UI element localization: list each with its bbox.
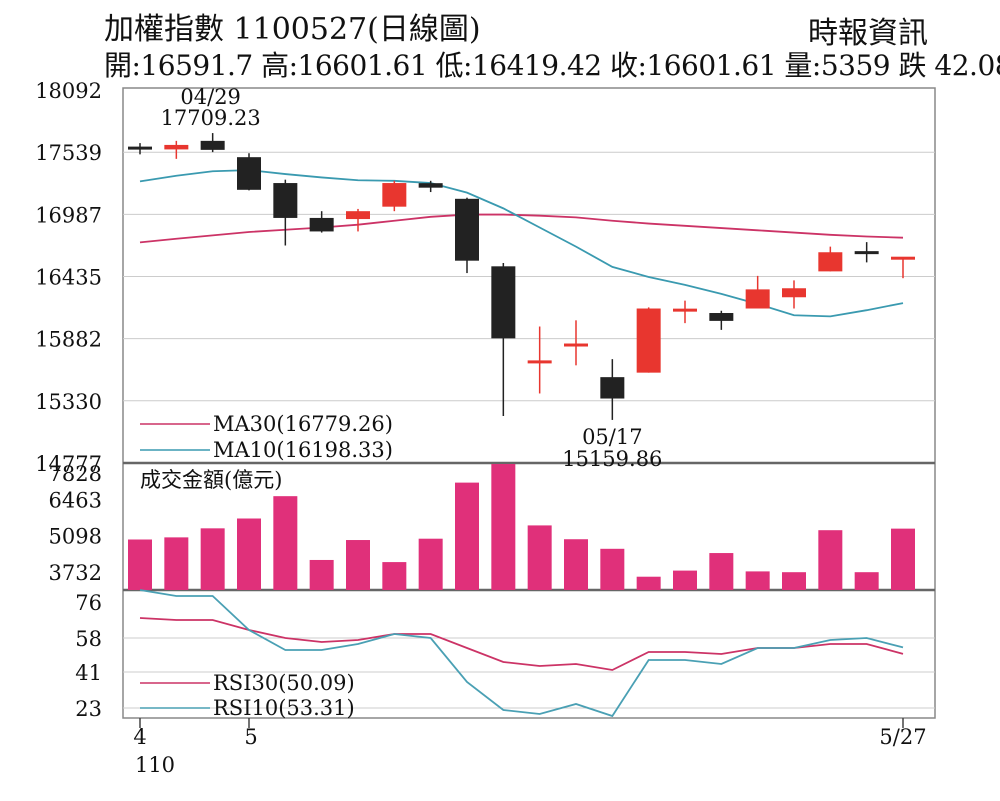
- volume-bar: [709, 553, 734, 590]
- candle-body: [128, 146, 152, 150]
- volume-bar: [527, 525, 552, 590]
- y-tick-label: 16435: [35, 265, 102, 289]
- ma30-legend: MA30(16779.26): [213, 412, 393, 436]
- rsi10-line: [139, 589, 904, 718]
- candle-body: [818, 252, 843, 272]
- low-date-label: 05/17: [582, 425, 643, 449]
- y-tick-label: 16987: [35, 203, 102, 227]
- ma10-legend: MA10(16198.33): [213, 438, 393, 462]
- chart-title: 加權指數 1100527(日線圖): [104, 12, 481, 47]
- y-tick-label: 15882: [35, 328, 102, 352]
- volume-bar: [273, 496, 298, 590]
- volume-bar: [200, 528, 225, 590]
- candle-body: [600, 377, 625, 399]
- candle-body: [382, 183, 407, 207]
- candle-body: [745, 289, 770, 309]
- candle-body: [273, 183, 298, 218]
- volume-bar: [418, 538, 443, 590]
- candle-body: [491, 266, 516, 339]
- volume-bar: [491, 464, 516, 590]
- volume-bar: [564, 539, 588, 590]
- ma10-line: [139, 169, 904, 318]
- ma30-line: [139, 213, 904, 244]
- volume-bar: [745, 571, 770, 590]
- x-label-may: 5: [244, 725, 257, 749]
- candle-body: [636, 308, 661, 373]
- volume-bar: [891, 528, 915, 590]
- candle-body: [200, 140, 225, 150]
- y-tick-label: 5098: [49, 525, 102, 549]
- rsi30-legend: RSI30(50.09): [213, 671, 355, 695]
- candle-body: [455, 198, 479, 261]
- candle-body: [309, 217, 334, 232]
- candle-body: [891, 256, 915, 260]
- y-tick-label: 6463: [49, 488, 102, 512]
- y-tick-label: 18092: [35, 79, 102, 103]
- candle-body: [164, 144, 189, 150]
- chart-frame: [122, 87, 936, 719]
- y-tick-label: 14777: [35, 452, 102, 476]
- candle-body: [854, 251, 879, 255]
- volume-bar: [854, 572, 879, 590]
- y-tick-label: 58: [75, 627, 102, 651]
- y-tick-label: 3732: [49, 561, 102, 585]
- volume-bar: [309, 559, 334, 590]
- candle-body: [527, 360, 552, 364]
- volume-bar: [782, 572, 806, 590]
- candle-body: [709, 313, 734, 321]
- y-tick-label: 15330: [35, 390, 102, 414]
- volume-bar: [237, 518, 261, 590]
- candle-body: [237, 157, 261, 190]
- y-tick-label: 76: [75, 591, 102, 615]
- y-tick-label: 17539: [35, 141, 102, 165]
- rsi30-line: [139, 617, 904, 671]
- high-value-label: 17709.23: [161, 106, 261, 130]
- candle-body: [782, 288, 806, 298]
- volume-bar: [818, 530, 843, 590]
- candle-body: [673, 308, 697, 312]
- y-tick-label: 23: [75, 697, 102, 721]
- volume-bar: [455, 482, 479, 590]
- volume-bar: [636, 576, 661, 590]
- volume-title: 成交金額(億元): [140, 468, 282, 492]
- y-tick-label: 41: [75, 661, 102, 685]
- low-value-label: 15159.86: [562, 447, 662, 471]
- price-stats: 開:16591.7 高:16601.61 低:16419.42 收:16601.…: [104, 49, 1000, 82]
- volume-bar: [164, 537, 189, 590]
- candle-body: [418, 183, 443, 188]
- source-label: 時報資訊: [808, 16, 928, 51]
- volume-bar: [673, 570, 697, 590]
- rsi10-legend: RSI10(53.31): [213, 696, 355, 720]
- volume-bar: [128, 539, 152, 590]
- volume-bar: [346, 540, 370, 590]
- candle-body: [346, 211, 370, 220]
- x-label-last-date: 5/27: [879, 725, 926, 749]
- high-date-label: 04/29: [180, 85, 241, 109]
- x-label-year: 110: [135, 753, 175, 777]
- x-label-april: 4: [133, 725, 146, 749]
- candle-body: [564, 343, 588, 347]
- volume-bar: [600, 548, 625, 590]
- y-tick-label: 7828: [49, 462, 102, 486]
- volume-bar: [382, 562, 407, 590]
